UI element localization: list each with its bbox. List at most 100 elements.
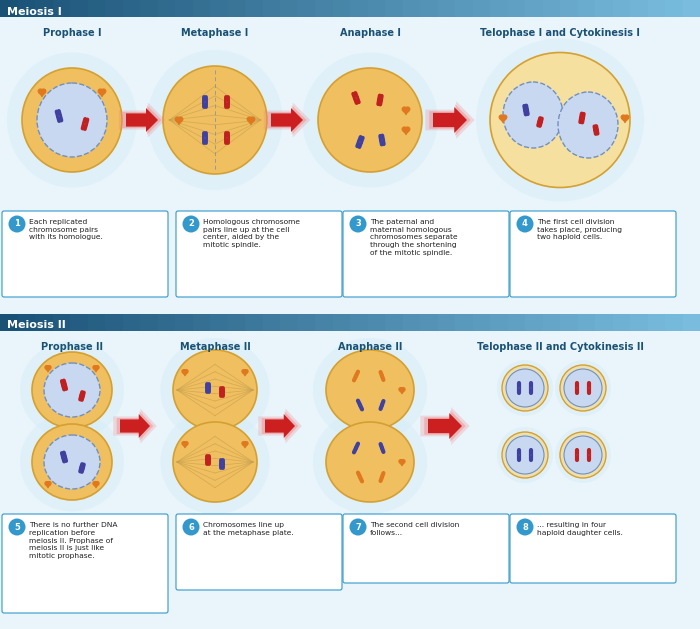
Circle shape bbox=[530, 387, 532, 389]
Bar bbox=[18, 314, 35, 331]
Ellipse shape bbox=[173, 350, 257, 430]
Circle shape bbox=[226, 137, 228, 139]
Circle shape bbox=[382, 139, 383, 141]
Ellipse shape bbox=[560, 365, 606, 411]
Bar bbox=[455, 0, 472, 17]
Text: ... resulting in four
haploid daughter cells.: ... resulting in four haploid daughter c… bbox=[537, 522, 623, 536]
Circle shape bbox=[517, 216, 533, 233]
Text: Chromosomes line up
at the metaphase plate.: Chromosomes line up at the metaphase pla… bbox=[203, 522, 294, 536]
Bar bbox=[560, 0, 577, 17]
Ellipse shape bbox=[497, 427, 553, 483]
Circle shape bbox=[359, 404, 360, 406]
Polygon shape bbox=[120, 414, 150, 438]
Bar bbox=[245, 0, 262, 17]
Circle shape bbox=[517, 518, 533, 535]
Ellipse shape bbox=[564, 369, 602, 407]
Polygon shape bbox=[258, 409, 302, 443]
Ellipse shape bbox=[160, 410, 270, 514]
Bar bbox=[665, 0, 682, 17]
Bar bbox=[122, 0, 140, 17]
Text: Prophase I: Prophase I bbox=[43, 28, 102, 38]
Bar bbox=[158, 0, 175, 17]
Polygon shape bbox=[267, 106, 307, 135]
Bar bbox=[350, 314, 368, 331]
Circle shape bbox=[588, 454, 590, 456]
Bar bbox=[0, 0, 18, 17]
Text: 1: 1 bbox=[14, 220, 20, 228]
Bar bbox=[70, 314, 88, 331]
Bar bbox=[35, 0, 52, 17]
FancyBboxPatch shape bbox=[2, 211, 168, 297]
FancyBboxPatch shape bbox=[343, 211, 509, 297]
Ellipse shape bbox=[44, 363, 100, 417]
Circle shape bbox=[221, 391, 223, 392]
Bar bbox=[332, 0, 350, 17]
Ellipse shape bbox=[555, 427, 611, 483]
Ellipse shape bbox=[160, 338, 270, 442]
Bar bbox=[508, 314, 525, 331]
Ellipse shape bbox=[503, 82, 563, 148]
Ellipse shape bbox=[497, 360, 553, 416]
Ellipse shape bbox=[20, 413, 124, 511]
Bar bbox=[648, 0, 665, 17]
Ellipse shape bbox=[22, 68, 122, 172]
Circle shape bbox=[63, 384, 65, 386]
Polygon shape bbox=[122, 106, 162, 135]
Bar bbox=[18, 0, 35, 17]
Text: Prophase II: Prophase II bbox=[41, 342, 103, 352]
Polygon shape bbox=[182, 370, 188, 376]
Circle shape bbox=[576, 454, 578, 456]
Circle shape bbox=[81, 395, 83, 397]
Ellipse shape bbox=[506, 436, 544, 474]
Text: Anaphase I: Anaphase I bbox=[340, 28, 400, 38]
FancyBboxPatch shape bbox=[343, 514, 509, 583]
Ellipse shape bbox=[32, 424, 112, 500]
Text: Meiosis II: Meiosis II bbox=[7, 320, 66, 330]
Bar bbox=[542, 0, 560, 17]
Bar bbox=[0, 17, 700, 317]
Polygon shape bbox=[113, 409, 157, 443]
Bar bbox=[280, 314, 298, 331]
Bar bbox=[228, 0, 245, 17]
Ellipse shape bbox=[502, 365, 548, 411]
Ellipse shape bbox=[555, 360, 611, 416]
Text: 6: 6 bbox=[188, 523, 194, 532]
Circle shape bbox=[530, 454, 532, 456]
Bar bbox=[420, 0, 438, 17]
FancyBboxPatch shape bbox=[176, 514, 342, 590]
Circle shape bbox=[382, 476, 383, 477]
Text: Metaphase II: Metaphase II bbox=[180, 342, 251, 352]
Polygon shape bbox=[433, 107, 467, 133]
FancyBboxPatch shape bbox=[510, 211, 676, 297]
Text: 4: 4 bbox=[522, 220, 528, 228]
Bar bbox=[0, 314, 18, 331]
Circle shape bbox=[379, 99, 381, 101]
Circle shape bbox=[207, 387, 209, 389]
Bar bbox=[35, 314, 52, 331]
Ellipse shape bbox=[148, 50, 283, 190]
Bar bbox=[508, 0, 525, 17]
Circle shape bbox=[518, 387, 520, 389]
Bar bbox=[455, 314, 472, 331]
Polygon shape bbox=[426, 101, 475, 139]
Bar bbox=[368, 0, 385, 17]
Bar bbox=[105, 314, 122, 331]
Polygon shape bbox=[175, 117, 183, 125]
Bar bbox=[578, 0, 595, 17]
Bar bbox=[175, 0, 192, 17]
Bar bbox=[52, 314, 70, 331]
Bar bbox=[175, 314, 192, 331]
Bar bbox=[473, 314, 490, 331]
Circle shape bbox=[355, 447, 357, 449]
Polygon shape bbox=[402, 107, 409, 114]
Circle shape bbox=[382, 447, 383, 448]
Bar bbox=[648, 314, 665, 331]
Polygon shape bbox=[424, 410, 466, 442]
Ellipse shape bbox=[326, 422, 414, 502]
Bar bbox=[368, 314, 385, 331]
Ellipse shape bbox=[313, 338, 427, 442]
Polygon shape bbox=[265, 414, 295, 438]
Polygon shape bbox=[98, 89, 106, 96]
Bar bbox=[595, 314, 612, 331]
Bar bbox=[525, 314, 542, 331]
